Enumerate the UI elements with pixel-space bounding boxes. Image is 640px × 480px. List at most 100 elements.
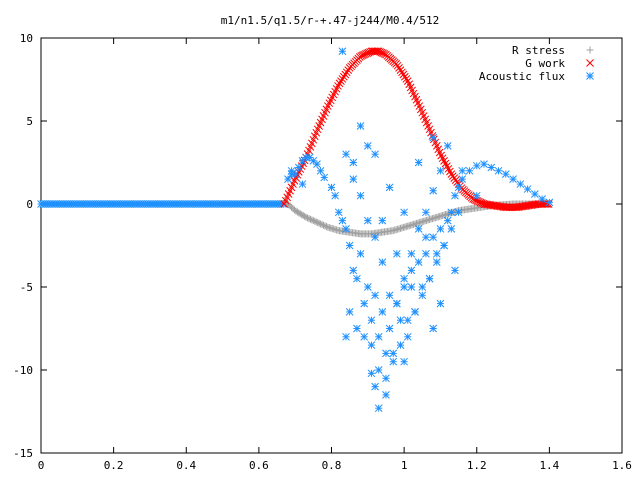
- r-stress-point: [322, 223, 330, 231]
- acoustic-flux-point: [487, 163, 496, 172]
- g-work-point: [396, 66, 405, 74]
- g-work-point: [342, 68, 351, 77]
- acoustic-flux-point: [349, 158, 358, 167]
- acoustic-flux-point: [545, 198, 554, 207]
- acoustic-flux-point: [440, 241, 448, 250]
- acoustic-flux-point: [382, 349, 390, 358]
- acoustic-flux-point: [367, 341, 376, 349]
- acoustic-flux-point: [418, 291, 427, 300]
- acoustic-flux-point: [367, 316, 376, 325]
- acoustic-flux-point: [302, 153, 310, 162]
- acoustic-flux-point: [389, 349, 398, 358]
- g-work-point: [395, 64, 403, 72]
- legend-label: R stress: [512, 44, 565, 57]
- acoustic-flux-point: [422, 233, 430, 242]
- r-stress-point: [312, 218, 320, 226]
- acoustic-flux-point: [447, 225, 456, 233]
- acoustic-flux-point: [436, 225, 445, 233]
- acoustic-flux-point: [385, 291, 394, 300]
- acoustic-flux-point: [414, 225, 423, 233]
- acoustic-flux-point: [523, 185, 532, 193]
- acoustic-flux-point: [393, 299, 401, 308]
- acoustic-flux-point: [447, 208, 456, 217]
- legend-marker: [586, 72, 594, 80]
- r-stress-point: [293, 208, 301, 216]
- g-work-point: [399, 70, 408, 79]
- acoustic-flux-point: [313, 160, 321, 169]
- acoustic-flux-point: [327, 183, 336, 192]
- y-tick-label: -15: [13, 447, 33, 460]
- acoustic-flux-point: [516, 180, 525, 188]
- acoustic-flux-point: [429, 233, 438, 242]
- acoustic-flux-point: [345, 241, 354, 250]
- legend-label: Acoustic flux: [479, 70, 565, 83]
- acoustic-flux-point: [465, 166, 474, 175]
- acoustic-flux-point: [432, 258, 441, 266]
- x-tick-label: 0.6: [249, 459, 269, 472]
- acoustic-flux-point: [451, 266, 459, 275]
- x-tick-label: 0.8: [322, 459, 342, 472]
- y-tick-label: 5: [26, 115, 33, 128]
- acoustic-flux-point: [396, 316, 405, 325]
- acoustic-flux-point: [432, 249, 441, 258]
- acoustic-flux-point: [414, 258, 423, 266]
- g-work-point: [400, 72, 409, 81]
- acoustic-flux-point: [331, 191, 339, 200]
- acoustic-flux-point: [458, 166, 467, 175]
- acoustic-flux-point: [353, 324, 361, 333]
- acoustic-flux-point: [363, 216, 372, 225]
- acoustic-flux-point: [356, 191, 365, 200]
- acoustic-flux-point: [378, 308, 387, 316]
- acoustic-flux-point: [436, 166, 445, 175]
- acoustic-flux-point: [501, 170, 510, 178]
- g-work-point: [338, 75, 347, 83]
- r-stress-point: [301, 212, 309, 220]
- x-tick-label: 1.6: [612, 459, 632, 472]
- r-stress-point: [306, 215, 314, 223]
- acoustic-flux-point: [371, 291, 379, 300]
- r-stress-point: [296, 210, 304, 218]
- g-work-point: [402, 75, 411, 83]
- x-tick-label: 1: [401, 459, 408, 472]
- acoustic-flux-point: [298, 180, 307, 188]
- acoustic-flux-point: [403, 316, 412, 325]
- acoustic-flux-point: [472, 161, 481, 170]
- legend-label: G work: [525, 57, 565, 70]
- x-tick-label: 1.4: [539, 459, 559, 472]
- acoustic-flux-point: [360, 299, 369, 308]
- acoustic-flux-point: [400, 283, 408, 291]
- acoustic-flux-point: [443, 142, 452, 150]
- legend-marker: [586, 46, 594, 54]
- acoustic-flux-series: [284, 47, 554, 413]
- acoustic-flux-point: [378, 216, 387, 225]
- acoustic-flux-point: [342, 150, 350, 159]
- acoustic-flux-point: [400, 208, 408, 217]
- acoustic-flux-point: [349, 266, 358, 275]
- acoustic-flux-point: [363, 142, 372, 150]
- acoustic-flux-point: [429, 133, 438, 142]
- acoustic-flux-point: [472, 191, 481, 200]
- y-tick-label: 10: [20, 32, 33, 45]
- acoustic-flux-point: [480, 160, 488, 169]
- acoustic-flux-point: [385, 183, 394, 192]
- acoustic-flux-point: [407, 249, 416, 258]
- acoustic-flux-point: [371, 150, 379, 159]
- acoustic-flux-point: [451, 191, 459, 200]
- r-stress-point: [304, 214, 312, 222]
- g-work-point: [335, 79, 344, 88]
- acoustic-flux-point: [294, 163, 303, 172]
- acoustic-flux-point: [342, 332, 350, 341]
- r-stress-point: [302, 213, 310, 221]
- acoustic-flux-point: [396, 341, 405, 349]
- acoustic-flux-point: [443, 216, 452, 225]
- acoustic-flux-point: [400, 357, 408, 366]
- acoustic-flux-point: [407, 283, 416, 291]
- acoustic-flux-point: [422, 249, 430, 258]
- acoustic-flux-point: [509, 175, 517, 183]
- y-tick-label: -5: [20, 281, 33, 294]
- acoustic-flux-point: [371, 233, 379, 242]
- acoustic-flux-point: [342, 225, 350, 233]
- acoustic-flux-point: [429, 324, 438, 333]
